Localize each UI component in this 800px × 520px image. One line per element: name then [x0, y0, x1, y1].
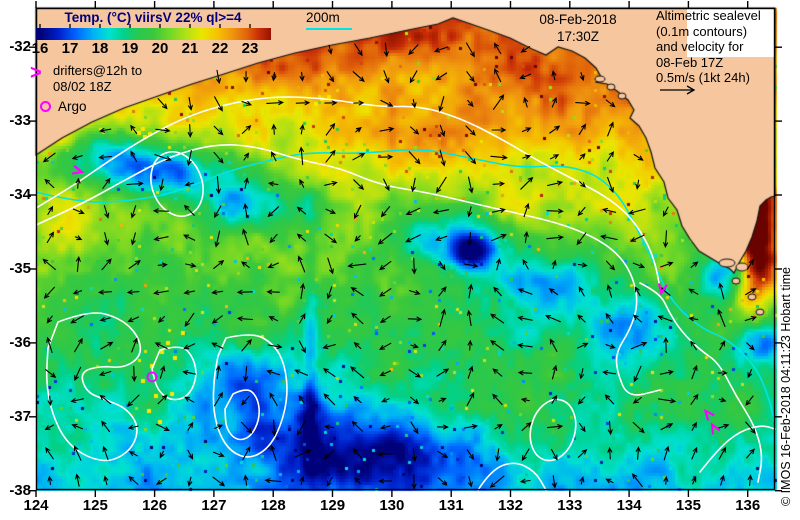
drifter-legend-icon: > — [30, 62, 42, 84]
velocity-scale-arrow — [660, 85, 696, 95]
drifter-markers — [71, 164, 721, 435]
altimetry-note-line2: (0.1m contours) — [656, 24, 748, 39]
isobath-label: 200m — [306, 10, 340, 25]
velocity-arrows — [42, 42, 757, 490]
x-axis-tick-label: 135 — [675, 497, 701, 514]
map-date: 08-Feb-2018 — [539, 12, 617, 27]
drifter-legend-label-line2: 08/02 18Z — [53, 79, 112, 94]
x-axis-tick-label: 132 — [497, 497, 523, 514]
colorbar-tick-label: 16 — [31, 40, 49, 57]
argo-legend-icon — [40, 101, 51, 112]
x-axis-tick-label: 127 — [201, 497, 227, 514]
colorbar-tick-label: 22 — [211, 40, 229, 57]
x-axis-tick-label: 130 — [379, 497, 405, 514]
colorbar-tick-label: 18 — [91, 40, 109, 57]
ssh-contour-lines — [35, 96, 776, 491]
x-axis-tick-label: 125 — [82, 497, 108, 514]
argo-legend-label: Argo — [58, 99, 87, 114]
y-axis-tick-label: -34 — [9, 186, 31, 204]
y-axis-tick-label: -38 — [9, 481, 31, 499]
colorbar-tick-label: 21 — [181, 40, 199, 57]
altimetry-note-line1: Altimetric sealevel — [656, 8, 761, 23]
x-axis-tick-label: 131 — [438, 497, 464, 514]
drifter-legend-label-line1: drifters@12h to — [53, 63, 143, 78]
colorbar-tick-labels: 16 17 18 19 20 21 22 23 — [0, 40, 300, 57]
colorbar-title: Temp. (°C) viirsV 22% ql>=4 — [64, 10, 242, 25]
altimetry-note-line4: 08-Feb 17Z — [656, 55, 724, 70]
y-axis-tick-label: -36 — [9, 333, 31, 351]
colorbar-tick-label: 20 — [151, 40, 169, 57]
x-axis-tick-label: 126 — [142, 497, 168, 514]
x-axis-tick-label: 128 — [260, 497, 286, 514]
axis-ticks — [29, 1, 782, 497]
x-axis-tick-label: 129 — [320, 497, 346, 514]
y-axis-tick-label: -32 — [9, 38, 31, 56]
x-axis-tick-label: 136 — [735, 497, 761, 514]
colorbar-tick-label: 23 — [241, 40, 259, 57]
x-axis-tick-label: 124 — [23, 497, 49, 514]
y-axis-tick-label: -37 — [9, 407, 31, 425]
x-axis-tick-label: 133 — [557, 497, 583, 514]
map-frame — [35, 7, 776, 491]
altimetry-info-box — [687, 9, 775, 57]
copyright-watermark: © IMOS 16-Feb-2018 04:11:23 Hobart time — [779, 267, 793, 506]
colorbar-tick-label: 19 — [121, 40, 139, 57]
isobath-200m-line — [35, 149, 776, 426]
map-time: 17:30Z — [556, 29, 600, 44]
colorbar-tick-label: 17 — [61, 40, 79, 57]
colorbar-gradient — [36, 28, 271, 40]
argo-markers — [146, 371, 158, 383]
altimetry-note-line5: 0.5m/s (1kt 24h) — [656, 70, 750, 85]
x-axis-tick-label: 134 — [616, 497, 642, 514]
y-axis-tick-label: -35 — [9, 259, 31, 277]
isobath-legend-line — [306, 28, 352, 30]
y-axis-tick-label: -33 — [9, 112, 31, 130]
altimetry-note-line3: and velocity for — [656, 39, 744, 54]
